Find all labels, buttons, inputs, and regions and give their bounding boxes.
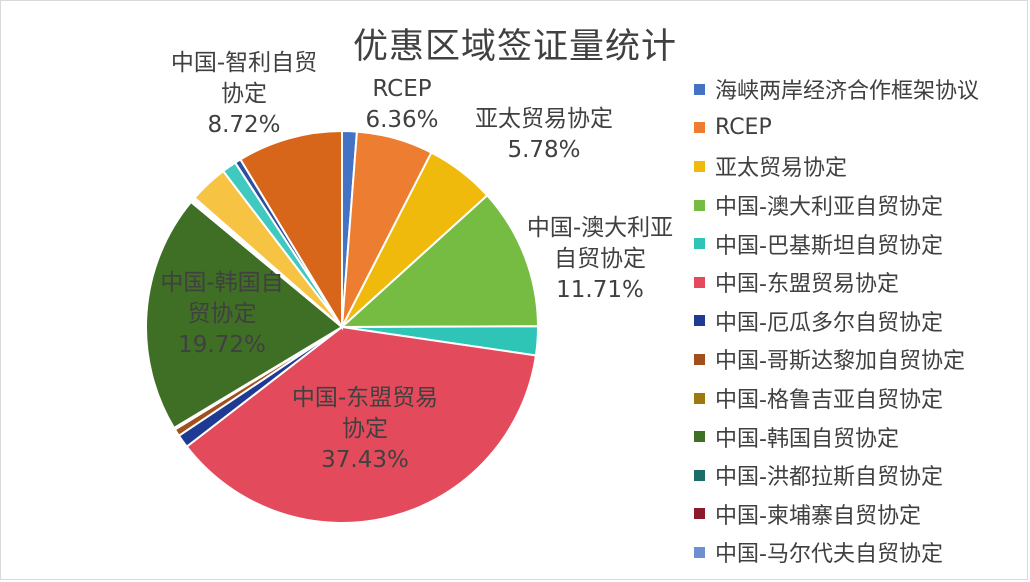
legend-label: 中国-东盟贸易协定 — [715, 272, 899, 298]
legend-swatch — [694, 83, 705, 95]
legend-label: 亚太贸易协定 — [715, 156, 848, 182]
legend-item: 海峡两岸经济合作框架协议 — [694, 70, 1024, 109]
data-label-3: 中国-澳大利亚自贸协定 11.71% — [527, 215, 673, 303]
legend-item: 中国-厄瓜多尔自贸协定 — [694, 302, 1024, 341]
legend-swatch — [694, 469, 705, 481]
data-label-9: 中国-韩国自贸协定 19.72% — [160, 270, 283, 358]
legend-label: 中国-马尔代夫自贸协定 — [715, 542, 943, 568]
legend-label: 中国-柬埔寨自贸协定 — [715, 503, 921, 529]
data-label-2: 亚太贸易协定 5.78% — [475, 106, 613, 163]
legend-label: 中国-厄瓜多尔自贸协定 — [715, 310, 943, 336]
legend-item: 中国-洪都拉斯自贸协定 — [694, 456, 1024, 495]
legend-swatch — [694, 199, 705, 211]
legend-swatch — [694, 392, 705, 404]
legend-item: 中国-格鲁吉亚自贸协定 — [694, 379, 1024, 418]
chart-title: 优惠区域签证量统计 — [352, 27, 677, 67]
legend-swatch — [694, 276, 705, 288]
data-label-1: RCEP 6.36% — [365, 76, 438, 133]
pie-slice-16 — [239, 129, 343, 331]
legend-swatch — [694, 122, 705, 134]
legend-swatch — [694, 160, 705, 172]
legend-swatch — [694, 315, 705, 327]
pie-slice-5 — [185, 325, 538, 524]
legend-label: 中国-澳大利亚自贸协定 — [715, 195, 943, 221]
legend-label: 中国-洪都拉斯自贸协定 — [715, 465, 943, 491]
legend-swatch — [694, 546, 705, 558]
legend-item: 中国-柬埔寨自贸协定 — [694, 495, 1024, 534]
legend-item: RCEP — [694, 109, 1024, 148]
legend-label: 中国-格鲁吉亚自贸协定 — [715, 388, 943, 414]
legend-swatch — [694, 508, 705, 520]
legend-label: RCEP — [715, 115, 772, 141]
legend-swatch — [694, 353, 705, 365]
legend-item: 中国-澳大利亚自贸协定 — [694, 186, 1024, 225]
legend-swatch — [694, 431, 705, 443]
pie-slice-9 — [145, 200, 344, 430]
legend-label: 中国-哥斯达黎加自贸协定 — [715, 349, 965, 375]
data-label-16: 中国-智利自贸协定 8.72% — [171, 50, 317, 138]
legend-item: 中国-东盟贸易协定 — [694, 263, 1024, 302]
pie-slice-3 — [339, 194, 540, 329]
legend-label: 中国-巴基斯坦自贸协定 — [715, 233, 943, 259]
legend-item: 中国-巴基斯坦自贸协定 — [694, 224, 1024, 263]
legend: 海峡两岸经济合作框架协议 RCEP 亚太贸易协定中国-澳大利亚自贸协定 中国-巴基斯坦… — [694, 70, 1024, 572]
legend-item: 中国-马尔代夫自贸协定 — [694, 533, 1024, 572]
legend-swatch — [694, 238, 705, 250]
legend-label: 海峡两岸经济合作框架协议 — [715, 79, 980, 105]
legend-item: 中国-哥斯达黎加自贸协定 — [694, 340, 1024, 379]
legend-item: 亚太贸易协定 — [694, 147, 1024, 186]
legend-label: 中国-韩国自贸协定 — [715, 426, 899, 452]
data-label-5: 中国-东盟贸易协定 37.43% — [292, 385, 438, 473]
legend-item: 中国-韩国自贸协定 — [694, 417, 1024, 456]
